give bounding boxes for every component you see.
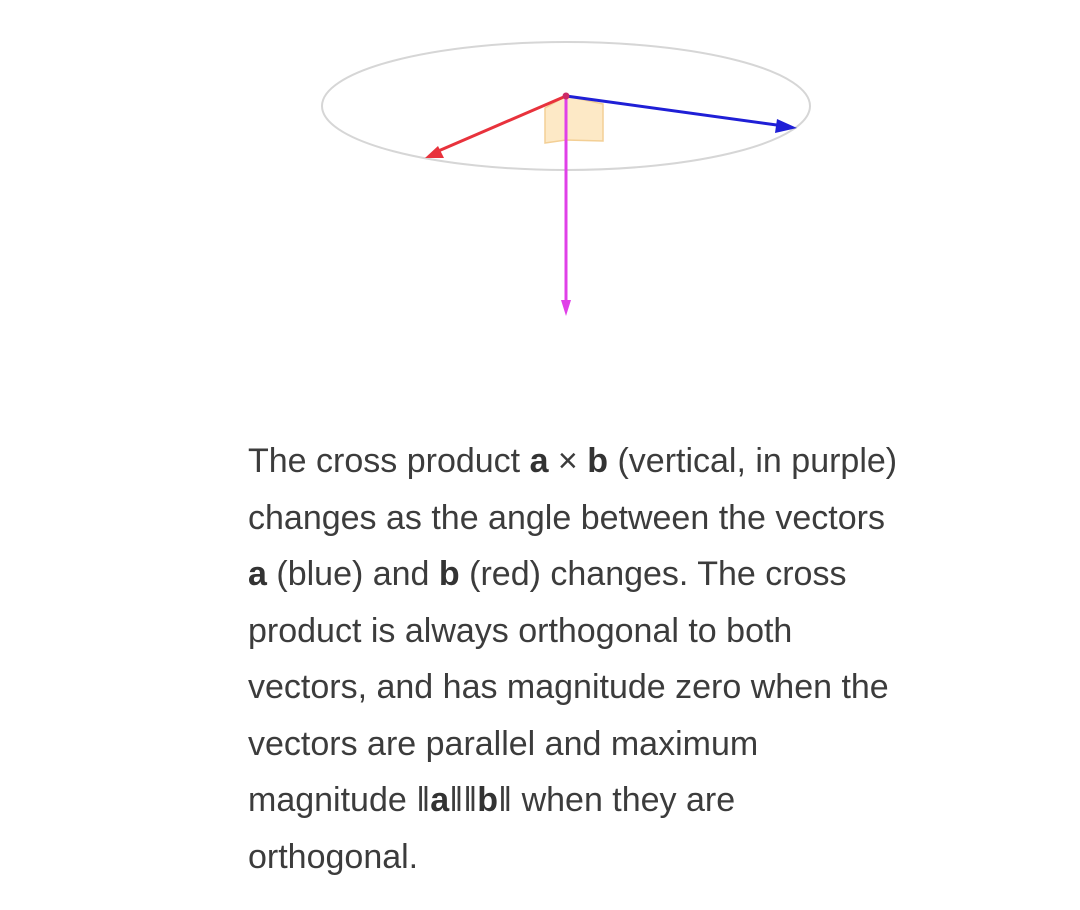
caption-text: × bbox=[548, 442, 588, 480]
vector-a-arrowhead bbox=[775, 119, 797, 133]
figure-caption: The cross product a × b (vertical, in pu… bbox=[248, 433, 908, 885]
caption-text: The cross product bbox=[248, 442, 530, 480]
caption-text: (blue) and bbox=[266, 555, 439, 593]
cross-product-arrowhead bbox=[561, 300, 571, 316]
caption-text: (red) changes. The cross product is alwa… bbox=[248, 555, 889, 819]
caption-text: ‖‖ bbox=[449, 781, 478, 819]
vector-b-symbol: b bbox=[438, 555, 460, 593]
vector-b bbox=[435, 94, 567, 154]
origin-point bbox=[562, 92, 570, 100]
vector-a bbox=[565, 94, 785, 128]
caption-text: ‖ when they are orthogonal. bbox=[248, 781, 736, 876]
vector-b-arrowhead bbox=[425, 146, 444, 158]
vector-a-symbol: a bbox=[430, 781, 450, 819]
vector-b-symbol: b bbox=[587, 442, 609, 480]
caption-text: (vertical, in purple) changes as the ang… bbox=[248, 442, 898, 537]
vector-a-symbol: a bbox=[529, 442, 549, 480]
cross-product-figure bbox=[321, 41, 811, 316]
vector-a-symbol: a bbox=[248, 555, 267, 593]
angle-marker bbox=[565, 95, 604, 142]
vector-b-symbol: b bbox=[477, 781, 499, 819]
